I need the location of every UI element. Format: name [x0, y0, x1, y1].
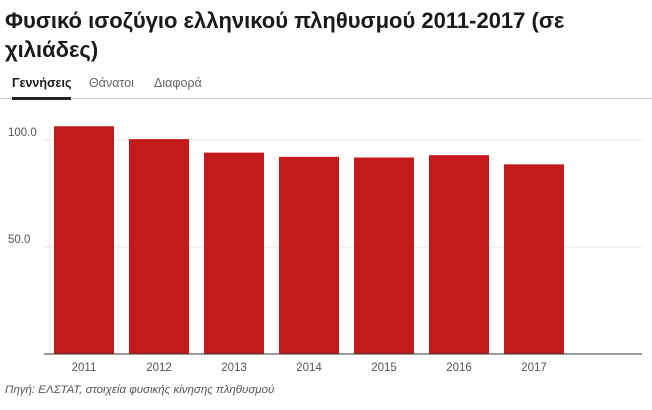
bar-layer [54, 126, 564, 354]
tab-bar: Γεννήσεις Θάνατοι Διαφορά [0, 70, 652, 100]
x-tick-label: 2015 [371, 362, 397, 374]
tab-deaths[interactable]: Θάνατοι [89, 76, 134, 90]
bar-2013[interactable] [204, 152, 264, 354]
x-tick-label: 2011 [72, 362, 97, 374]
bar-2016[interactable] [429, 155, 489, 354]
tab-difference[interactable]: Διαφορά [154, 76, 202, 90]
axis-layer: 50.0 100.0 2011 2012 2013 2014 2015 2016 2017 [8, 127, 642, 374]
bar-2015[interactable] [354, 157, 414, 354]
x-tick-label: 2016 [446, 362, 472, 374]
y-tick-label: 50.0 [8, 234, 30, 246]
bar-2012[interactable] [129, 139, 189, 354]
bar-2014[interactable] [279, 156, 339, 354]
x-tick-label: 2017 [521, 362, 547, 374]
x-tick-label: 2014 [296, 362, 322, 374]
bar-chart: 50.0 100.0 2011 2012 2013 2014 2015 2016 2017 [8, 126, 642, 374]
x-tick-label: 2012 [146, 362, 172, 374]
bar-2017[interactable] [504, 164, 564, 354]
source-note: Πηγή: ΕΛΣΤΑΤ, στοιχεία φυσικής κίνησης π… [5, 384, 275, 396]
y-tick-label: 100.0 [8, 127, 37, 139]
x-tick-label: 2013 [221, 362, 247, 374]
tab-births[interactable]: Γεννήσεις [12, 76, 72, 100]
bar-2011[interactable] [54, 126, 114, 354]
chart-title: Φυσικό ισοζύγιο ελληνικού πληθυσμού 2011… [5, 8, 565, 62]
